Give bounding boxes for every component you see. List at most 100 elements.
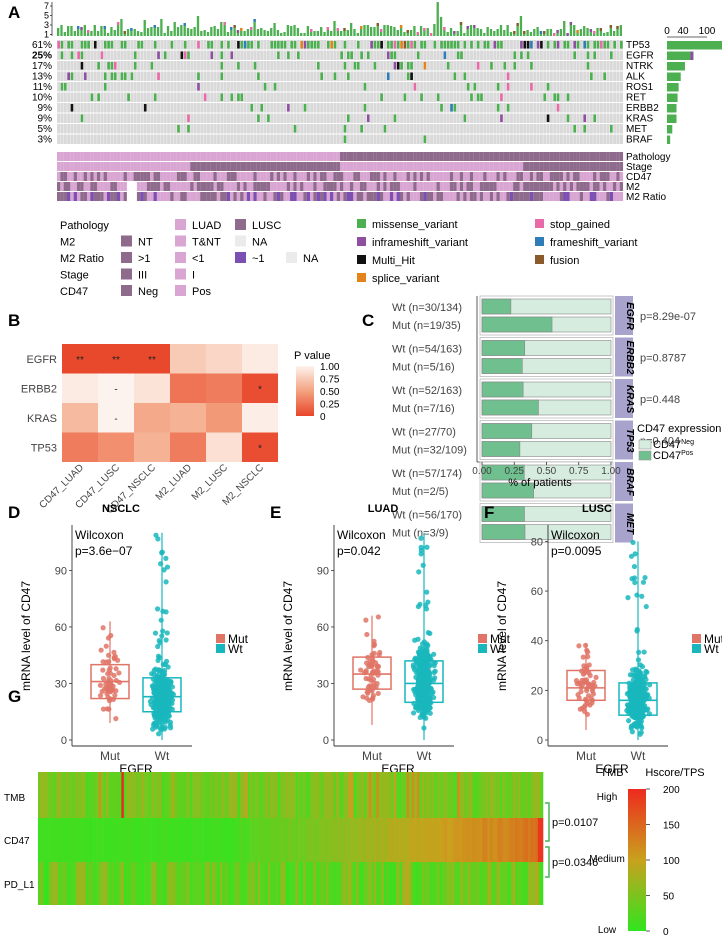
data-point-wt [419,672,425,679]
tmb-bar [303,33,306,36]
tmb-bar [496,29,499,36]
data-point-wt [641,649,647,655]
c-gene-strip [615,337,633,377]
heat-cell [381,772,385,818]
data-point-mut [112,653,118,660]
tmb-bar [310,29,313,36]
c-x-tick-label: 0.75 [569,466,589,477]
mutation-cell [67,72,70,80]
tmb-bar [373,27,376,36]
annotation-cell [140,182,144,191]
annotation-cell [349,192,354,201]
mutation-cell [187,125,190,133]
heat-cell [295,772,299,818]
y-tick-label: 20 [531,685,543,697]
annotation-cell [459,182,464,191]
tmb-bar [363,25,366,36]
data-point-mut [100,667,106,673]
mutation-cell [157,72,160,80]
heat-cell [285,818,289,862]
y-axis-label: mRNA level of CD47 [19,581,33,691]
c-group-count-label: Wt (n=57/174) [392,468,462,480]
tmb-bar [116,22,120,36]
y-tick-label: 60 [55,622,67,634]
mutation-cell [220,62,224,70]
panel-b-label: B [8,311,20,330]
annotation-cell [563,172,567,181]
annotation-cell [286,152,291,161]
tmb-bar [180,25,183,36]
mutation-cell [503,62,507,70]
c-bar-pos [481,506,525,522]
heat-cell [394,772,397,818]
heat-cell [123,772,127,818]
annotation-cell [619,172,624,181]
heat-cell [535,772,539,818]
annotation-cell [280,152,284,161]
annotation-cell [206,182,211,191]
tmb-bar [223,22,226,36]
tmb-bar [503,30,506,36]
heat-cell [75,772,79,818]
annotation-cell [509,172,514,181]
c-group-count-label: Mut (n=7/16) [392,403,455,415]
mutation-cell [583,41,587,49]
annotation-cell [330,172,334,181]
annotation-cell [310,192,314,201]
tmb-bar-segment [473,25,476,28]
annotation-cell [310,182,314,191]
tmb-bar [456,31,459,36]
annotation-cell [429,182,434,191]
gene-name-label: MET [626,124,647,135]
mutation-cell [267,114,270,122]
mutation-cell [243,41,247,49]
mutation-cell [153,93,157,101]
annotation-cell [260,172,264,181]
annotation-cell [73,192,78,201]
annotation-cell [593,162,597,171]
annotation-cell [429,152,434,161]
heat-cell [73,818,77,862]
annotation-cell [359,152,364,161]
data-point-wt [431,651,437,657]
data-point-wt [415,636,421,642]
annotation-cell [543,192,547,201]
heat-cell [434,772,438,818]
data-point-wt [636,699,642,706]
tmb-bar [83,25,86,36]
annotation-cell [176,152,181,161]
data-point-mut [110,696,116,702]
heat-cell [313,772,317,818]
heat-cell [189,772,193,818]
box-mut [352,656,392,690]
annotation-cell [616,182,620,191]
c-x-tick-label: 1.00 [601,466,621,477]
annotation-cell [296,162,301,171]
annotation-cell [559,182,564,191]
heat-cell [219,772,223,818]
annotation-cell [146,192,151,201]
tmb-bar-segment [336,28,340,31]
data-point-wt [637,677,644,683]
heat-cell [323,772,327,818]
mutation-cell [313,41,317,49]
data-point-wt [424,651,430,658]
heat-cell [388,772,392,818]
mutation-cell [293,41,297,49]
heat-cell [159,772,163,818]
tmb-bar [516,23,519,36]
annotation-cell [513,192,517,201]
annotation-cell [413,182,417,191]
mutation-cell [506,83,510,91]
mutation-cell [93,41,97,49]
data-point-wt [169,690,175,696]
annotation-cell [549,172,554,181]
tmb-bar [263,30,266,36]
data-point-wt [153,682,159,689]
mutation-cell [343,125,347,133]
heat-cell [341,772,344,818]
annotation-cell [140,162,144,171]
mutation-cell [277,51,280,59]
mutation-cell [513,51,517,59]
